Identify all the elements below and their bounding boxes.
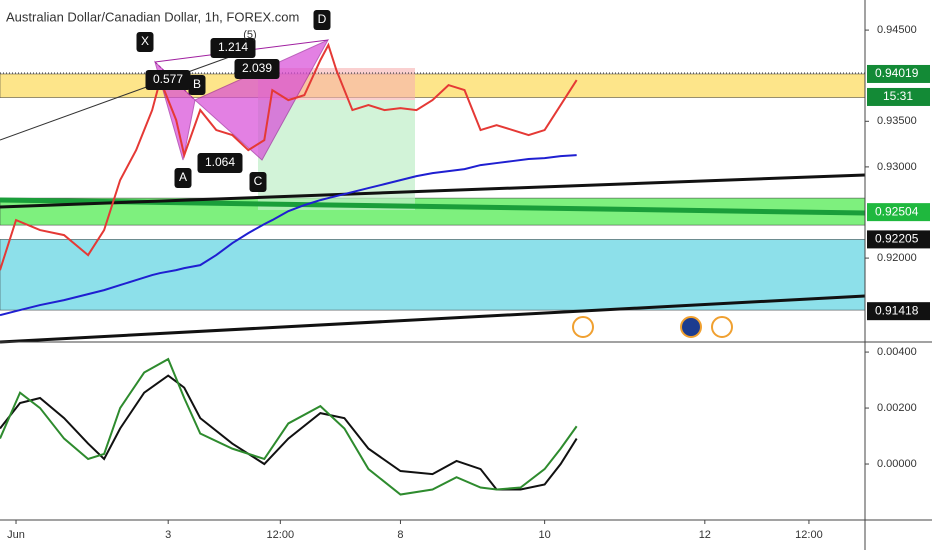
series-line <box>0 357 578 496</box>
price-label-text: 0.91418 <box>875 303 919 317</box>
pattern-label-text: A <box>179 170 187 184</box>
price-label-text: 0.94019 <box>875 66 919 80</box>
x-tick-label: Jun <box>7 529 25 541</box>
chart-title: Australian Dollar/Canadian Dollar, 1h, F… <box>6 9 299 24</box>
price-label-text: 0.92205 <box>875 232 919 246</box>
y-tick-label: 0.00000 <box>877 458 917 470</box>
price-label-box <box>867 64 930 83</box>
pattern-label: B <box>188 75 206 95</box>
price-label: 0.92205 <box>867 230 930 249</box>
pattern-label-box <box>145 70 191 90</box>
pattern-label-box <box>234 59 280 79</box>
x-tick-label: 3 <box>165 529 171 541</box>
y-tick-label: 0.92000 <box>877 252 917 264</box>
price-label: 0.91418 <box>867 302 930 321</box>
event-icon <box>572 316 594 338</box>
x-tick-label: 12 <box>699 529 711 541</box>
pattern-label-text: C <box>254 174 263 188</box>
pattern-label-text: 1.064 <box>205 155 235 169</box>
pattern-label-text: 2.039 <box>242 61 272 75</box>
x-tick-label: 10 <box>539 529 551 541</box>
y-tick-label: 0.00400 <box>877 346 917 358</box>
series-line <box>0 374 578 491</box>
y-tick-label: 0.93000 <box>877 161 917 173</box>
pattern-label-box <box>197 153 243 173</box>
plot <box>0 42 578 496</box>
pattern-label-text: 1.214 <box>218 40 248 54</box>
y-tick-label: 0.00200 <box>877 402 917 414</box>
countdown-box <box>867 87 930 106</box>
pattern-label: (5) <box>243 29 256 41</box>
price-label-box <box>867 203 930 222</box>
x-tick-label: 12:00 <box>267 529 295 541</box>
y-tick-label: 0.94500 <box>877 24 917 36</box>
pattern-label: 1.214 <box>210 38 256 58</box>
axes: 0.94500 0.93500 0.93000 0.92000 Jun 3 12:00 8 10… <box>7 24 930 541</box>
pattern-label-box <box>210 38 256 58</box>
zone <box>0 239 866 311</box>
series-line <box>0 42 578 271</box>
price-label-box <box>867 230 930 249</box>
pattern-labels: X A B C D 0.577 1.214 2.039 1.064 (5) <box>136 10 331 192</box>
price-label: 0.94019 15:31 <box>867 64 930 106</box>
drawings <box>0 38 866 344</box>
trend-line <box>0 173 866 209</box>
pattern-label-text: D <box>318 12 327 26</box>
pattern-label-text: X <box>141 34 149 48</box>
trend-line <box>0 294 866 344</box>
pattern-label-box <box>136 32 154 52</box>
pattern-label-text: (5) <box>243 29 256 41</box>
x-tick-label: 8 <box>397 529 403 541</box>
pattern-label-box <box>188 75 206 95</box>
pattern-label: 2.039 <box>234 59 280 79</box>
y-tick-label: 0.93500 <box>877 115 917 127</box>
pattern-label-box <box>249 172 267 192</box>
event-icon <box>680 316 702 338</box>
pattern-label: D <box>313 10 331 30</box>
pattern-label-text: 0.577 <box>153 72 183 86</box>
pattern-label: 1.064 <box>197 153 243 173</box>
countdown-text: 15:31 <box>883 89 913 103</box>
price-label-box <box>867 302 930 321</box>
price-label-text: 0.92504 <box>875 204 919 218</box>
pattern-label: C <box>249 172 267 192</box>
event-icon <box>711 316 733 338</box>
x-tick-label: 12:00 <box>795 529 823 541</box>
zone <box>0 73 866 98</box>
pattern-label-box <box>313 10 331 30</box>
pattern-label-text: B <box>193 77 201 91</box>
pattern-line <box>0 54 236 141</box>
pattern-label: X <box>136 32 154 52</box>
price-label: 0.92504 <box>867 203 930 222</box>
pattern-label: A <box>174 168 192 188</box>
pattern-label: 0.577 <box>145 70 191 90</box>
pattern-label-box <box>174 168 192 188</box>
events <box>572 316 733 338</box>
series-line <box>0 154 577 317</box>
